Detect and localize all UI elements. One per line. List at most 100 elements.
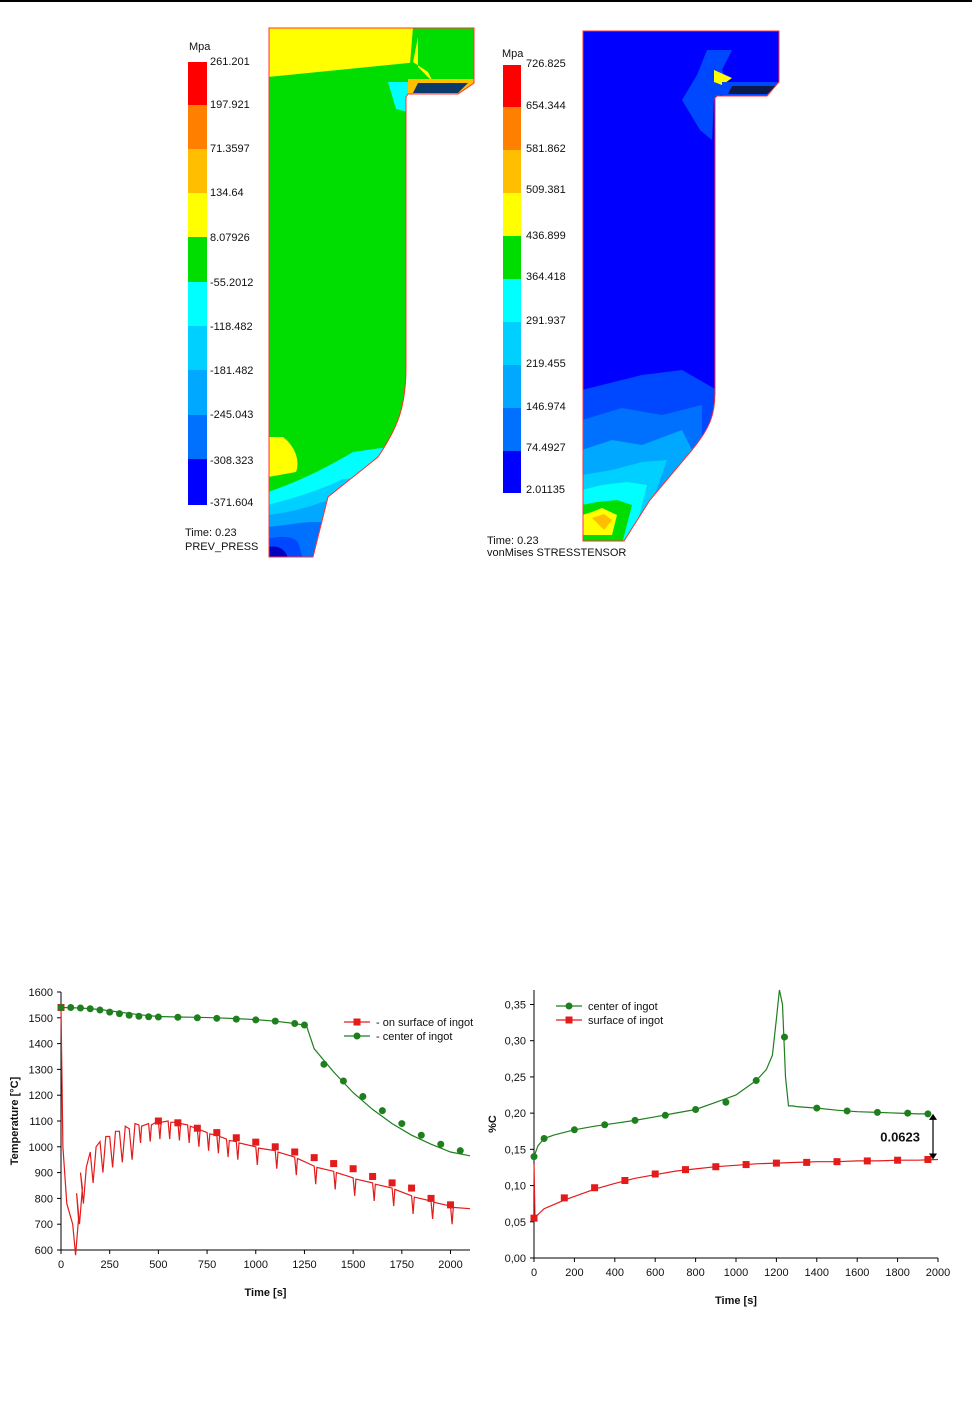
x-tick-label: 1500 [341,1259,365,1271]
data-point [57,1003,65,1011]
legend-value: 197.921 [210,99,250,111]
data-point [67,1003,75,1011]
data-point [780,1033,788,1041]
color-legend-right [503,65,521,493]
y-tick-label: 1100 [29,1116,53,1128]
legend-unit-left: Mpa [189,41,211,53]
data-point [427,1194,435,1202]
data-point [106,1008,114,1016]
y-tick-label: 1200 [29,1090,53,1102]
y-axis-label: %C [487,1115,499,1133]
data-point [530,1153,538,1161]
data-point [570,1126,578,1134]
legend-swatch [503,107,521,150]
color-legend-left [188,62,207,505]
y-tick-label: 0,30 [505,1036,526,1048]
y-tick-label: 0,05 [505,1217,526,1229]
data-point [86,1005,94,1013]
legend-swatch [188,459,207,505]
data-point [193,1014,201,1022]
data-point [125,1011,133,1019]
y-tick-label: 1400 [29,1039,53,1051]
data-point [752,1077,760,1085]
y-tick-label: 1300 [29,1064,53,1076]
legend-swatch [503,193,521,236]
legend-value: 74.4927 [526,442,566,454]
data-point [712,1163,720,1171]
data-point [661,1111,669,1119]
legend-marker [565,1002,573,1010]
series-line-b [60,1006,471,1157]
x-tick-label: 2000 [926,1267,950,1279]
y-tick-label: 0,25 [505,1072,526,1084]
legend-value: 2.01135 [526,484,565,496]
legend-value: -308.323 [210,455,254,467]
legend-value: -55.2012 [210,277,254,289]
legend-swatch [503,150,521,193]
legend-value: -181.482 [210,365,254,377]
legend-swatch [503,365,521,408]
carbon-chart: 0 200 400 600 800 1000 1200 1400 1600 1800 2000 0,0… [487,989,950,1307]
series-line-a [533,989,928,1157]
x-tick-label: 800 [686,1267,704,1279]
legend-value: 581.862 [526,143,566,155]
legend-value: 509.381 [526,184,566,196]
data-point [873,1108,881,1116]
data-point [135,1012,143,1020]
x-tick-label: 400 [606,1267,624,1279]
data-point [651,1170,659,1178]
field-label-left: PREV_PRESS [185,541,259,553]
data-point [213,1129,221,1137]
legend-label: - center of ingot [376,1031,452,1043]
data-point [252,1138,260,1146]
data-point [456,1147,464,1155]
data-point [904,1109,912,1117]
annotation-label: 0.0623 [880,1130,920,1145]
y-tick-label: 0,15 [505,1144,526,1156]
legend-value: 261.201 [210,56,250,68]
data-point [813,1104,821,1112]
data-point [115,1010,123,1018]
x-tick-label: 500 [149,1259,167,1271]
data-point [833,1158,841,1166]
x-tick-label: 1600 [845,1267,869,1279]
contour-plot-left [268,27,475,558]
x-tick-label: 2000 [438,1259,462,1271]
data-point [408,1184,416,1192]
data-point [772,1159,780,1167]
y-tick-label: 800 [35,1193,53,1205]
legend-swatch [503,408,521,451]
series-line-a [60,1007,471,1256]
data-point [803,1158,811,1166]
data-point [437,1140,445,1148]
legend-value: 71.3597 [210,143,250,155]
x-tick-label: 1750 [390,1259,414,1271]
data-point [252,1016,260,1024]
data-point [193,1124,201,1132]
data-point [76,1004,84,1012]
annotation-arrowhead [929,1113,937,1120]
x-tick-label: 200 [565,1267,583,1279]
data-point [174,1013,182,1021]
data-point [213,1014,221,1022]
y-tick-label: 0,20 [505,1108,526,1120]
legend-value: -371.604 [210,497,254,509]
legend-value: 219.455 [526,358,566,370]
legend-swatch [188,415,207,459]
data-point [722,1098,730,1106]
x-tick-label: 1000 [244,1259,268,1271]
x-tick-label: 1000 [724,1267,748,1279]
x-axis-label: Time [s] [715,1295,757,1307]
legend-swatch [188,237,207,282]
data-point [291,1019,299,1027]
legend-value: 291.937 [526,315,566,327]
legend-label: surface of ingot [588,1015,663,1027]
data-point [924,1155,932,1163]
y-tick-label: 1500 [29,1013,53,1025]
legend-swatch [503,236,521,279]
data-point [174,1119,182,1127]
data-point [232,1134,240,1142]
y-tick-label: 0,00 [505,1253,526,1265]
y-tick-label: 700 [35,1219,53,1231]
contour-plot-right [582,30,780,542]
